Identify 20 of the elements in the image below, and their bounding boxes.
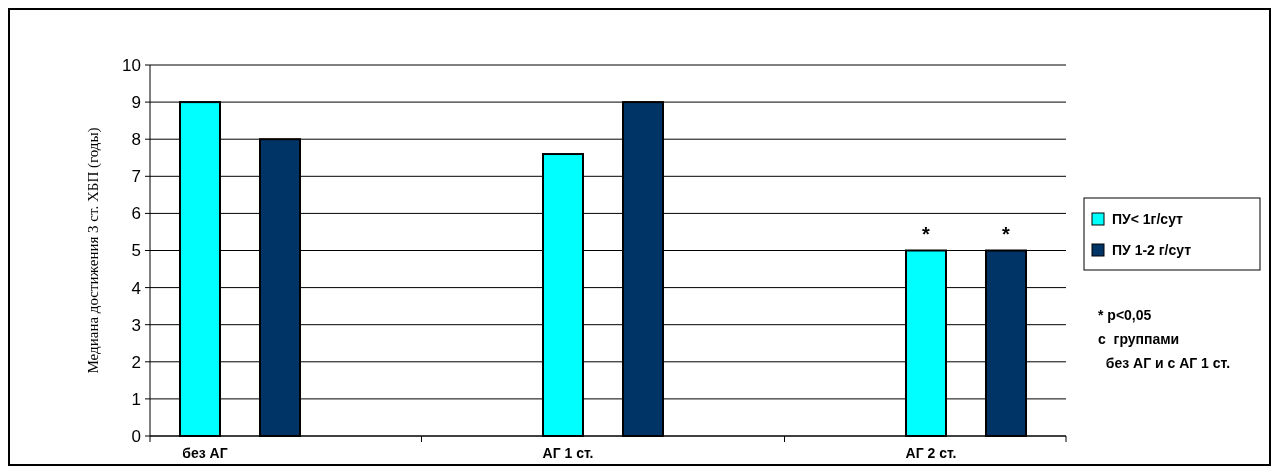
y-tick-label: 7 <box>131 167 141 187</box>
y-tick-label: 9 <box>131 93 141 113</box>
x-tick-label: без АГ <box>182 445 228 461</box>
y-tick-label: 2 <box>131 352 141 372</box>
y-axis-title: Медиана достижения 3 ст. ХБП (годы) <box>85 127 102 374</box>
text: * p<0,05 с группами без АГ и с АГ 1 ст. <box>1098 307 1231 371</box>
legend-label: ПУ< 1г/сут <box>1112 210 1184 227</box>
y-tick-label: 3 <box>131 315 141 335</box>
x-tick-label: АГ 1 ст. <box>542 445 594 461</box>
y-tick-label: 5 <box>131 241 141 261</box>
annotation: * <box>1002 222 1011 245</box>
legend-label: ПУ 1-2 г/сут <box>1112 241 1192 258</box>
annotation: * <box>922 222 931 245</box>
y-tick-label: 1 <box>131 389 141 409</box>
y-tick-label: 8 <box>131 130 141 150</box>
x-tick-label: АГ 2 ст. <box>905 445 957 461</box>
y-tick-label: 0 <box>131 426 141 446</box>
y-tick-label: 10 <box>122 55 141 75</box>
y-tick-label: 6 <box>131 204 141 224</box>
y-tick-label: 4 <box>131 278 141 298</box>
